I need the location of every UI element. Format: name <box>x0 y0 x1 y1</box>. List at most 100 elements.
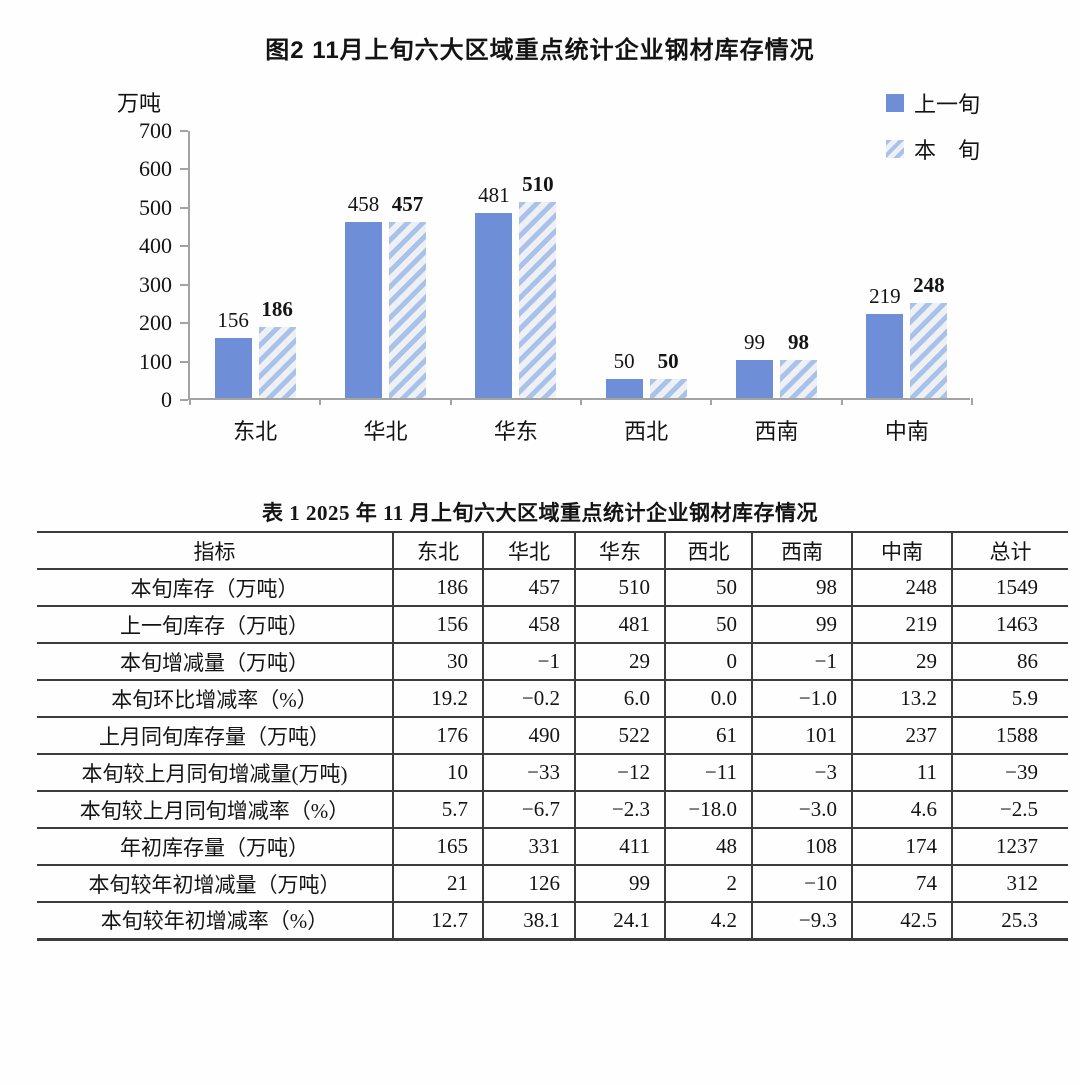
row-label-cell: 本旬环比增减率（%） <box>37 679 393 718</box>
legend-item-previous-period: 上一旬 <box>886 90 980 117</box>
bar-本旬-东北 <box>258 326 296 398</box>
table-header-cell-东北: 东北 <box>392 531 483 570</box>
table-header-cell-华东: 华东 <box>574 531 665 570</box>
table-header-cell-西北: 西北 <box>664 531 752 570</box>
row-label-cell: 本旬较上月同旬增减量(万吨) <box>37 753 393 792</box>
table-row: 年初库存量（万吨） 165 331 411 48 108 174 1237 <box>37 827 1068 866</box>
x-axis-label-华北: 华北 <box>363 419 408 444</box>
bar-value-label: 156 <box>217 308 249 333</box>
bar-value-label: 50 <box>613 348 635 373</box>
bar-本旬-西北 <box>649 378 687 398</box>
table-row: 本旬较上月同旬增减率（%） 5.7 −6.7 −2.3 −18.0 −3.0 4.6 −2.5 <box>37 790 1068 829</box>
value-cell: 156 <box>392 605 483 644</box>
value-cell: 522 <box>574 716 665 755</box>
table-row: 本旬较年初增减率（%） 12.7 38.1 24.1 4.2 −9.3 42.5 25.3 <box>37 901 1068 941</box>
table-title: 表 1 2025 年 11 月上旬六大区域重点统计企业钢材库存情况 <box>261 501 819 525</box>
value-cell: 458 <box>482 605 575 644</box>
value-cell: 312 <box>951 864 1068 903</box>
value-cell: −39 <box>951 753 1068 792</box>
value-cell: 101 <box>751 716 852 755</box>
value-cell: 2 <box>664 864 752 903</box>
y-axis-tick <box>180 283 188 286</box>
value-cell: 50 <box>664 568 752 607</box>
value-cell: 5.9 <box>951 679 1068 718</box>
value-cell: 30 <box>392 642 483 681</box>
value-cell: −0.2 <box>482 679 575 718</box>
plot-area: 0 100 200 300 400 500 600 700 156 186 东北 458 457 华北 48… <box>139 118 973 444</box>
table-row: 本旬较年初增减量（万吨） 21 126 99 2 −10 74 312 <box>37 864 1068 903</box>
table-row: 上月同旬库存量（万吨） 176 490 522 61 101 237 1588 <box>37 716 1068 755</box>
value-cell: 21 <box>392 864 483 903</box>
value-cell: 29 <box>851 642 952 681</box>
table-header-cell-华北: 华北 <box>482 531 575 570</box>
y-axis-tick <box>180 360 188 363</box>
y-axis-tick-label: 200 <box>139 310 172 336</box>
value-cell: 481 <box>574 605 665 644</box>
bar-上一旬-西南 <box>735 359 773 398</box>
x-axis-tick <box>189 398 191 405</box>
bar-本旬-中南 <box>910 302 948 398</box>
table-header-cell-指标: 指标 <box>37 531 393 570</box>
value-cell: 10 <box>392 753 483 792</box>
value-cell: 99 <box>751 605 852 644</box>
row-label-cell: 上月同旬库存量（万吨） <box>37 716 393 755</box>
value-cell: 1463 <box>951 605 1068 644</box>
value-cell: 25.3 <box>951 901 1068 941</box>
value-cell: −12 <box>574 753 665 792</box>
row-label-cell: 本旬库存（万吨） <box>37 568 393 607</box>
value-cell: 126 <box>482 864 575 903</box>
x-axis-label-东北: 东北 <box>233 419 278 444</box>
value-cell: 1237 <box>951 827 1068 866</box>
value-cell: −10 <box>751 864 852 903</box>
bar-上一旬-华东 <box>475 213 513 398</box>
y-axis-unit-label: 万吨 <box>117 91 162 116</box>
y-axis-tick <box>180 245 188 248</box>
y-axis-tick <box>180 130 188 132</box>
bar-group-西南: 99 98 西南 <box>711 131 841 444</box>
x-axis-tick <box>710 398 713 405</box>
legend-swatch-solid-icon <box>886 94 904 112</box>
x-axis-tick <box>840 398 843 405</box>
value-cell: −2.5 <box>951 790 1068 829</box>
value-cell: 12.7 <box>392 901 483 941</box>
value-cell: 248 <box>851 568 952 607</box>
value-cell: 61 <box>664 716 752 755</box>
value-cell: 411 <box>574 827 665 866</box>
value-cell: −11 <box>664 753 752 792</box>
bar-value-label: 457 <box>391 192 424 217</box>
y-axis-tick <box>180 322 188 325</box>
value-cell: 108 <box>751 827 852 866</box>
bar-上一旬-东北 <box>214 338 252 398</box>
value-cell: 0.0 <box>664 679 752 718</box>
y-axis-tick-label: 700 <box>139 118 172 143</box>
table-row: 本旬环比增减率（%） 19.2 −0.2 6.0 0.0 −1.0 13.2 5.9 <box>37 679 1068 718</box>
bar-group-华北: 458 457 华北 <box>320 131 450 444</box>
value-cell: 0 <box>664 642 752 681</box>
value-cell: 174 <box>851 827 952 866</box>
bar-group-中南: 219 248 中南 <box>842 131 972 444</box>
value-cell: 490 <box>482 716 575 755</box>
bar-上一旬-中南 <box>866 313 904 398</box>
value-cell: −1 <box>751 642 852 681</box>
row-label-cell: 年初库存量（万吨） <box>37 827 393 866</box>
bar-上一旬-西北 <box>605 378 643 398</box>
x-axis-tick <box>319 398 322 405</box>
value-cell: 98 <box>751 568 852 607</box>
y-axis-tick <box>180 206 188 209</box>
x-axis-label-西北: 西北 <box>624 419 669 444</box>
y-axis-tick-label: 100 <box>139 348 172 374</box>
y-axis-tick-label: 400 <box>139 233 172 259</box>
row-label-cell: 本旬较上月同旬增减率（%） <box>37 790 393 829</box>
y-axis-tick-label: 600 <box>139 156 172 182</box>
value-cell: −2.3 <box>574 790 665 829</box>
value-cell: 4.6 <box>851 790 952 829</box>
y-axis-tick <box>180 399 188 401</box>
table-header-row: 指标 东北 华北 华东 西北 西南 中南 总计 <box>37 531 1068 570</box>
chart-legend: 上一旬 本 旬 <box>886 90 980 182</box>
bar-value-label: 50 <box>657 348 679 373</box>
value-cell: 165 <box>392 827 483 866</box>
legend-item-current-period: 本 旬 <box>886 136 980 163</box>
table-header-cell-总计: 总计 <box>951 531 1068 570</box>
value-cell: −3.0 <box>751 790 852 829</box>
